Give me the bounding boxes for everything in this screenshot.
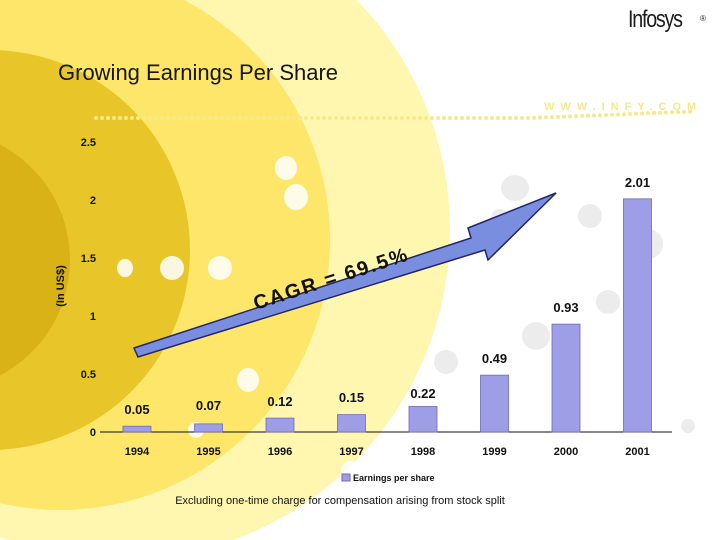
bar [194,423,223,433]
bar-value-label: 2.01 [625,175,650,190]
bar [480,374,509,433]
x-tick-label: 1998 [411,446,435,458]
x-tick-label: 1995 [196,446,220,458]
growth-arrow [132,192,557,358]
bar-value-label: 0.12 [267,394,292,409]
x-tick-label: 1997 [339,446,363,458]
y-tick-label: 2.5 [81,137,96,149]
registered-mark: ® [700,14,706,23]
page-title: Growing Earnings Per Share [58,60,339,85]
y-tick-label: 1 [90,311,96,323]
y-axis-label: (In US$) [55,265,67,307]
bar-value-label: 0.15 [339,390,364,405]
bar [265,417,295,433]
x-tick-label: 1994 [125,446,150,458]
y-tick-label: 1.5 [81,253,96,265]
footnote: Excluding one-time charge for compensati… [175,495,505,507]
y-tick-label: 2 [90,195,96,207]
legend-swatch [341,473,351,482]
y-tick-label: 0.5 [81,369,96,381]
x-tick-label: 1996 [268,446,292,458]
legend-label: Earnings per share [353,473,435,483]
website-url: WWW.INFY.COM [544,101,703,113]
bar-value-label: 0.05 [124,402,149,417]
legend: Earnings per share [341,473,435,483]
bar [551,323,581,433]
bar-value-label: 0.93 [553,300,578,315]
y-tick-label: 0 [90,427,96,439]
bar-value-label: 0.07 [196,398,221,413]
infosys-logo: Infosys [628,6,683,33]
x-tick-label: 1999 [482,446,506,458]
x-tick-label: 2000 [554,446,578,458]
bar [408,406,438,433]
bar-value-label: 0.22 [410,386,435,401]
bar [623,198,652,433]
x-tick-label: 2001 [625,446,649,458]
bar-value-label: 0.49 [482,351,507,366]
bar [337,414,366,433]
bar [122,425,152,433]
